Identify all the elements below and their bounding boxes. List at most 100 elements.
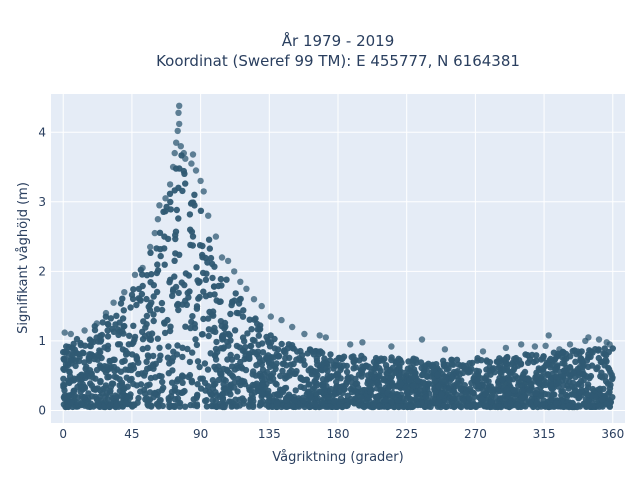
data-point [186, 211, 194, 218]
data-point [201, 360, 209, 367]
data-point [147, 243, 154, 251]
y-tick-label: 4 [38, 125, 46, 139]
data-point [592, 346, 599, 353]
data-point [197, 177, 204, 185]
data-point [188, 228, 196, 235]
data-point [116, 319, 123, 326]
data-point [143, 295, 150, 303]
data-point [236, 396, 243, 403]
data-point [238, 363, 245, 371]
data-point [572, 358, 579, 365]
data-point [128, 366, 135, 374]
data-point [207, 254, 215, 262]
data-point [379, 387, 387, 394]
data-point [574, 348, 582, 355]
data-point [319, 376, 327, 383]
data-point [179, 344, 186, 351]
data-point [533, 352, 540, 359]
data-point [319, 349, 326, 357]
data-point [376, 402, 383, 410]
data-point [227, 391, 234, 398]
data-point [191, 191, 198, 198]
data-point [182, 180, 189, 187]
data-point [124, 383, 131, 390]
data-point [139, 345, 146, 353]
data-point [441, 346, 449, 353]
data-point [117, 368, 125, 375]
data-point [537, 391, 545, 398]
data-point [330, 365, 337, 372]
data-point [565, 402, 573, 409]
data-point [498, 370, 505, 377]
data-point [205, 326, 213, 333]
data-point [104, 333, 112, 340]
data-point [510, 386, 517, 394]
data-point [236, 379, 243, 386]
data-point [259, 340, 266, 347]
data-point [153, 306, 161, 313]
data-point [175, 306, 182, 314]
data-point [336, 388, 343, 395]
data-point [86, 403, 94, 411]
data-point [179, 389, 186, 396]
data-point [498, 395, 506, 402]
chart-title-line1: År 1979 - 2019 [282, 31, 395, 50]
data-point [88, 338, 95, 345]
data-point [291, 397, 298, 404]
data-point [496, 403, 503, 410]
data-point [91, 355, 98, 363]
data-point [512, 373, 519, 380]
data-point [367, 388, 374, 396]
data-point [217, 318, 225, 325]
data-point [248, 326, 255, 333]
data-point [187, 200, 195, 207]
data-point [359, 339, 366, 346]
data-point [189, 313, 196, 320]
data-point [595, 336, 603, 343]
data-point [220, 365, 227, 373]
x-tick-label: 90 [193, 427, 208, 441]
data-point [150, 362, 157, 370]
data-point [363, 362, 370, 370]
data-point [179, 187, 186, 195]
data-point [120, 307, 128, 314]
data-point [199, 242, 206, 250]
data-point [540, 368, 547, 375]
data-point [85, 390, 92, 397]
data-point [412, 356, 420, 363]
data-point [97, 349, 104, 356]
data-point [455, 361, 462, 368]
data-point [403, 389, 411, 396]
data-point [187, 241, 194, 249]
data-point [343, 368, 351, 376]
y-tick-label: 0 [38, 403, 46, 417]
data-point [91, 326, 99, 334]
plot-area [51, 94, 625, 423]
data-point [129, 295, 137, 303]
data-point [240, 400, 247, 407]
data-point [133, 301, 140, 309]
data-point [180, 373, 187, 380]
data-point [188, 318, 195, 326]
data-point [166, 401, 173, 408]
data-point [150, 352, 157, 360]
data-point [231, 384, 238, 391]
data-point [227, 398, 235, 405]
data-point [360, 403, 368, 411]
data-point [86, 367, 94, 374]
data-point [212, 397, 219, 404]
data-point [211, 291, 218, 298]
data-point [417, 359, 425, 366]
data-point [474, 355, 481, 362]
data-point [97, 379, 104, 386]
data-point [601, 351, 608, 358]
data-point [186, 371, 194, 379]
data-point [139, 264, 146, 272]
data-point [406, 368, 413, 375]
data-point [139, 328, 146, 335]
data-point [152, 374, 159, 381]
data-point [512, 354, 520, 362]
data-point [182, 323, 189, 330]
data-point [210, 312, 217, 319]
data-point [418, 371, 426, 379]
